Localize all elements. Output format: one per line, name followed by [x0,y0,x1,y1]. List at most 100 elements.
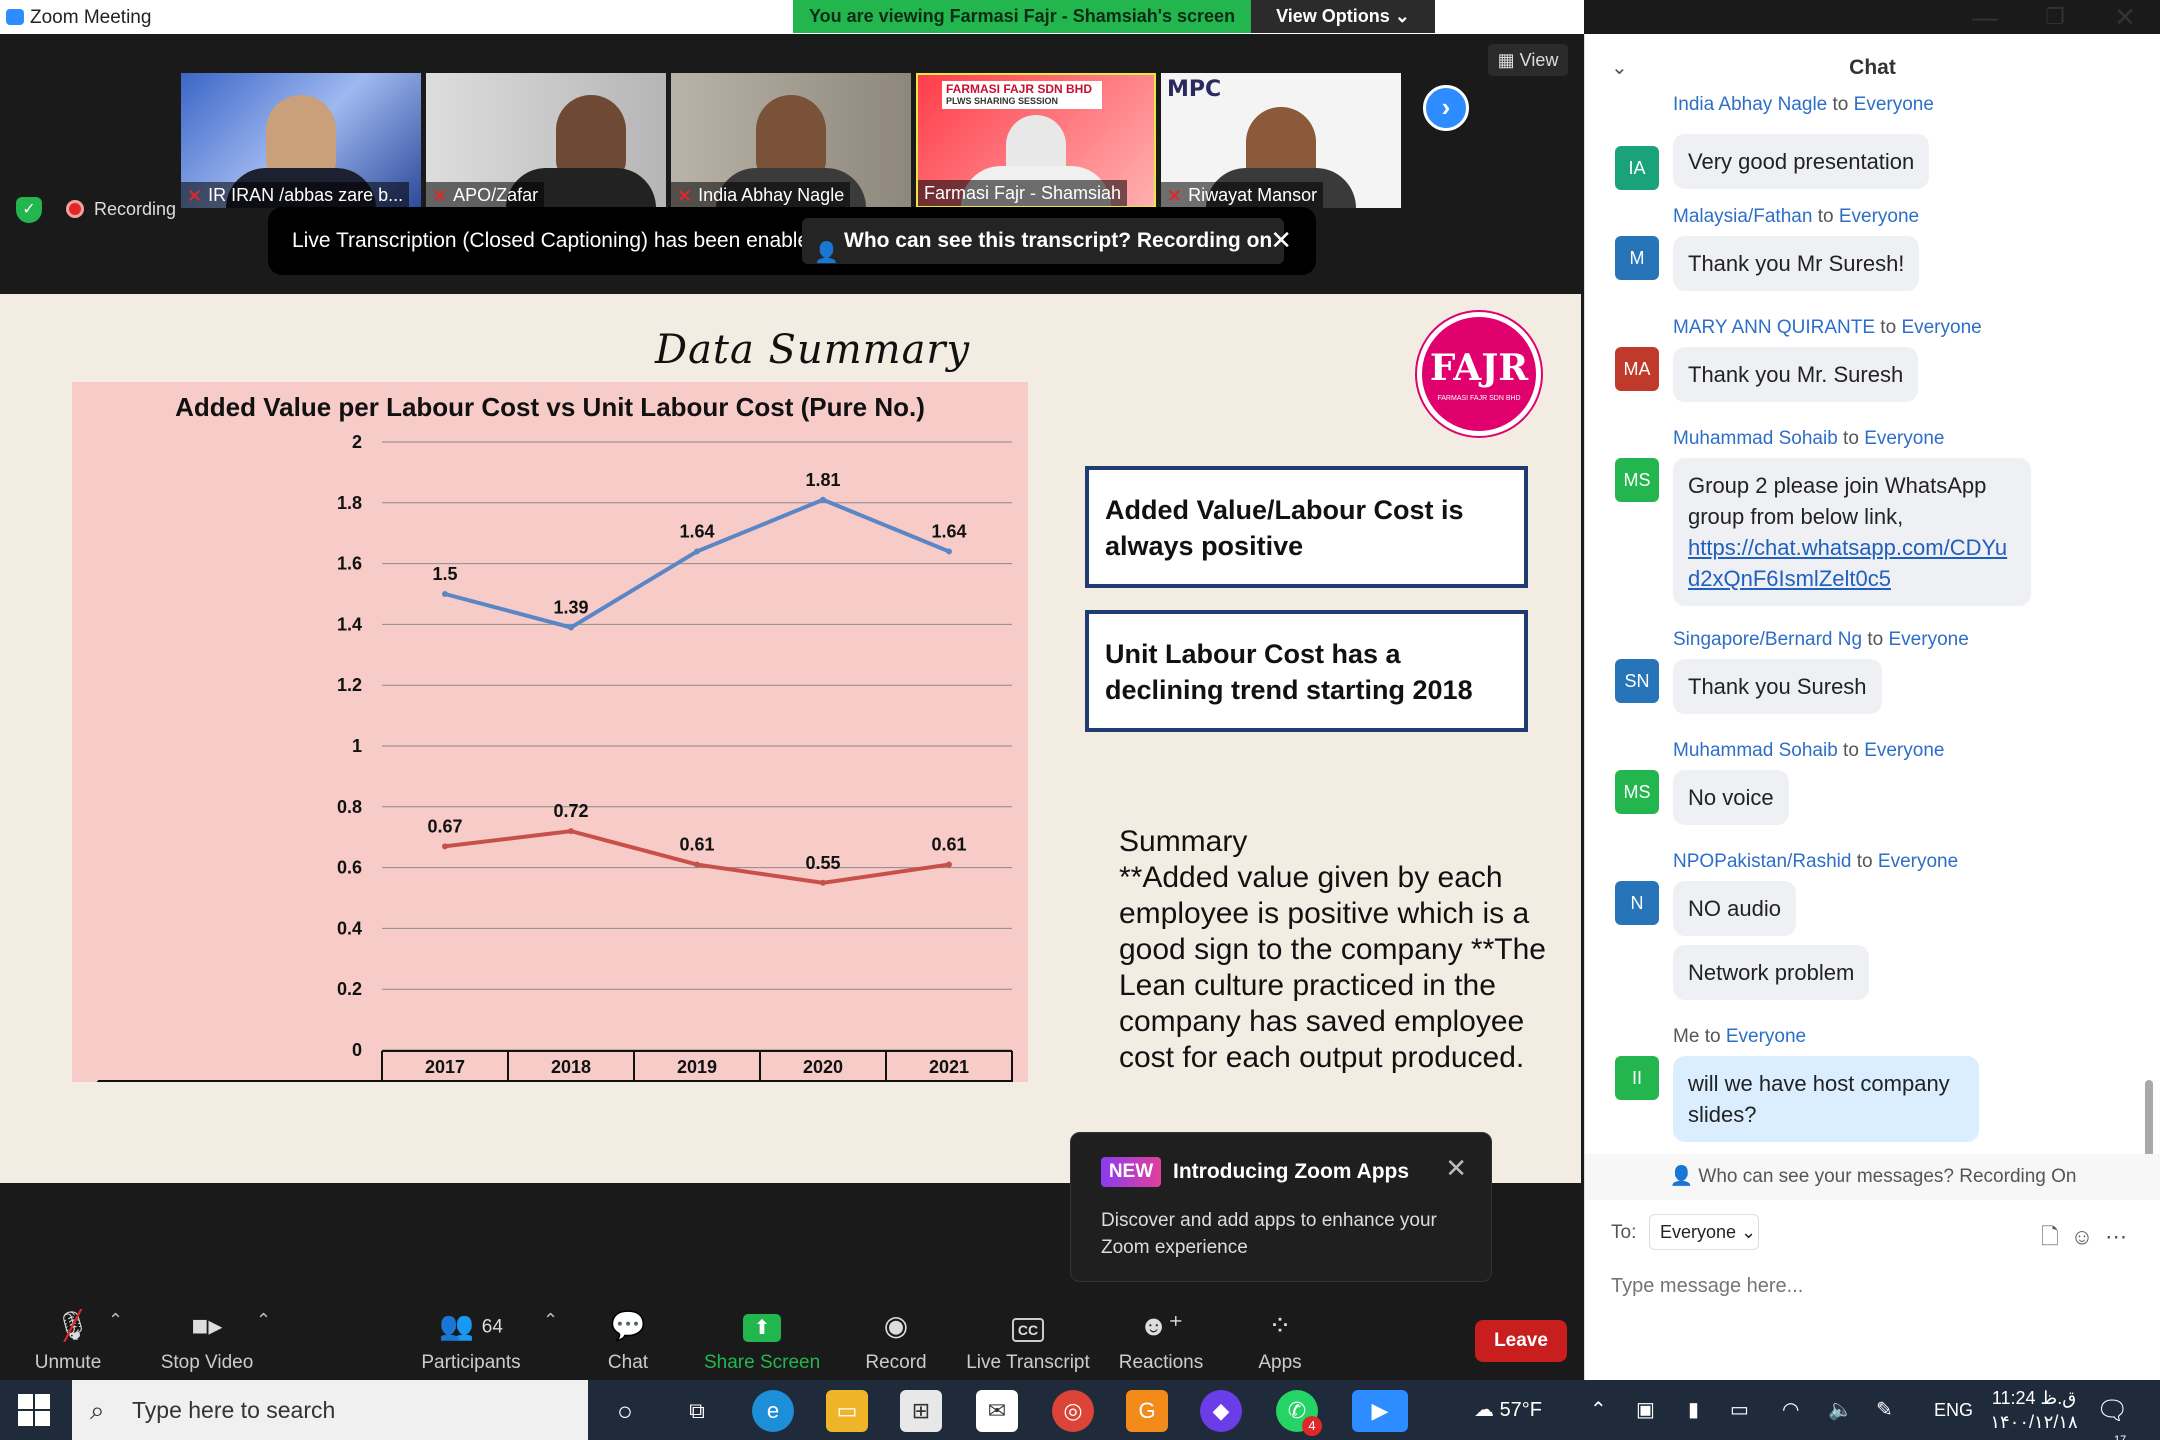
taskbar-search-box[interactable]: ⌕ Type here to search [72,1380,588,1440]
meeting-toolbar: 🎙╱ Unmute ⌃ ■▸ Stop Video ⌃ 👥 64 Partici… [0,1290,1584,1380]
video-options-caret[interactable]: ⌃ [256,1310,272,1330]
tile-name: Farmasi Fajr - Shamsiah [918,180,1128,206]
chat-button[interactable]: 💬 Chat [598,1306,658,1374]
task-view-icon[interactable]: ⧉ [689,1398,705,1423]
restore-button[interactable]: ❐ [2045,4,2065,29]
whatsapp-icon[interactable]: ✆ 4 [1276,1390,1322,1436]
paint-icon[interactable]: ◆ [1200,1390,1242,1432]
y-tick-label: 1 [352,736,362,756]
leave-button[interactable]: Leave [1475,1320,1567,1362]
to-label: To: [1611,1222,1637,1243]
data-label: 1.64 [931,521,966,541]
message-sender: India Abhay Nagle to Everyone [1673,94,1934,115]
emoji-icon[interactable]: ☺ [2070,1224,2106,1249]
participants-options-caret[interactable]: ⌃ [543,1310,559,1330]
data-label: 0.55 [805,853,840,873]
windows-taskbar: ⌕ Type here to search ○ ⧉ e ▭ ⊞ ✉ ◎ G ◆ ✆… [0,1380,2160,1440]
file-icon[interactable]: 🗋 [2041,1224,2071,1249]
data-point [442,591,448,597]
participants-button[interactable]: 👥 64 Participants [418,1306,524,1374]
reactions-button[interactable]: ☻⁺ Reactions [1116,1306,1206,1374]
apps-button[interactable]: ⁘ Apps [1250,1306,1310,1374]
tile-name: ⨯ APO/Zafar [426,182,545,208]
notifications-icon[interactable]: 🗨 17 [2096,1395,2130,1440]
recording-indicator[interactable]: Recording [58,193,188,225]
close-window-button[interactable]: ✕ [2114,2,2136,32]
store-icon[interactable]: ⊞ [900,1390,942,1432]
weather-widget[interactable]: ☁ 57°F [1474,1399,1543,1421]
category-label: 2020 [803,1057,843,1077]
category-label: 2019 [677,1057,717,1077]
encryption-shield-icon[interactable]: ✓ [16,197,42,223]
data-point [568,624,574,631]
participants-icon: 👥 64 [439,1310,503,1341]
chevron-up-icon[interactable]: ⌃ [1590,1399,1607,1421]
data-point [820,496,826,503]
stop-video-button[interactable]: ■▸ Stop Video [152,1306,262,1374]
edge-icon[interactable]: e [752,1390,794,1432]
app-g-icon[interactable]: G [1126,1390,1168,1432]
cloud-icon: ☁ [1474,1399,1500,1421]
y-tick-label: 0 [352,1040,362,1060]
windows-start-icon[interactable] [18,1394,50,1426]
wifi-icon[interactable]: ◠ [1782,1399,1800,1421]
close-icon[interactable]: ✕ [1270,225,1292,255]
chat-bubble-icon: 💬 [610,1310,646,1341]
volume-icon[interactable]: 🔈 [1828,1399,1853,1421]
chevron-down-icon[interactable]: ⌄ [1611,57,1628,79]
person-icon: 👤 [814,242,839,264]
avatar: MS [1615,458,1659,502]
video-tile-active-speaker[interactable]: FARMASI FAJR SDN BHD PLWS SHARING SESSIO… [916,73,1156,208]
message-bubble: NO audio [1673,881,1796,936]
message-bubble: Network problem [1673,945,1870,1000]
message-bubble: Group 2 please join WhatsApp group from … [1673,458,2031,606]
next-page-button[interactable]: › [1423,85,1469,131]
message-visibility-notice[interactable]: 👤 Who can see your messages? Recording O… [1585,1154,2160,1200]
file-explorer-icon[interactable]: ▭ [826,1390,868,1432]
video-tile[interactable]: ⨯ APO/Zafar [426,73,666,208]
fajr-logo: FAJR FARMASI FAJR SDN BHD [1417,312,1541,436]
video-tile[interactable]: ⨯ IR IRAN /abbas zare b... [181,73,421,208]
clock[interactable]: 11:24 ق.ظ ۱۴۰۰/۱۲/۱۸ [1990,1388,2078,1432]
message-sender: Muhammad Sohaib to Everyone [1673,740,1945,761]
y-tick-label: 1.6 [337,554,362,574]
zoom-taskbar-icon[interactable]: ▶ [1352,1390,1408,1432]
avatar: SN [1615,659,1659,703]
battery-icon[interactable]: ▭ [1730,1399,1749,1421]
meet-now-icon[interactable]: ▣ [1636,1399,1655,1421]
transcript-visibility-button[interactable]: 👤 Who can see this transcript? Recording … [802,218,1285,264]
view-button[interactable]: ▦ View [1488,44,1568,76]
chat-header: Chat [1849,56,1896,79]
message-sender: Malaysia/Fathan to Everyone [1673,206,1920,227]
pen-icon[interactable]: ✎ [1876,1399,1893,1421]
callout-declining: Unit Labour Cost has a declining trend s… [1085,610,1528,732]
share-screen-button[interactable]: ⬆ Share Screen [704,1306,820,1374]
video-tile[interactable]: MPC ⨯ Riwayat Mansor [1161,73,1401,208]
language-indicator[interactable]: ENG [1934,1400,1974,1420]
y-tick-label: 0.2 [337,979,362,999]
live-transcript-button[interactable]: CC Live Transcript [964,1306,1092,1374]
chrome-icon[interactable]: ◎ [1052,1390,1094,1432]
data-label: 1.81 [805,470,840,490]
data-point [568,828,574,835]
mail-icon[interactable]: ✉ [976,1390,1018,1432]
message-bubble: Thank you Mr Suresh! [1673,236,1920,291]
close-icon[interactable]: ✕ [1445,1153,1467,1183]
cortana-icon[interactable]: ○ [617,1396,633,1426]
message-bubble: Thank you Suresh [1673,659,1882,714]
y-tick-label: 0.4 [337,918,362,938]
chat-scrollbar[interactable] [2145,1080,2153,1192]
video-tile[interactable]: ⨯ India Abhay Nagle [671,73,911,208]
chat-message-input[interactable] [1611,1266,2131,1306]
recipient-select[interactable]: Everyone ⌄ [1649,1214,1759,1250]
usb-icon[interactable]: ▮ [1688,1399,1700,1421]
more-icon[interactable]: ⋯ [2105,1224,2140,1249]
minimize-button[interactable]: — [1972,2,1998,32]
audio-options-caret[interactable]: ⌃ [108,1310,124,1330]
whatsapp-link[interactable]: https://chat.whatsapp.com/CDYud2xQnF6Ism… [1688,535,2008,591]
record-button[interactable]: ◉ Record [858,1306,934,1374]
view-options-button[interactable]: View Options ⌄ [1251,0,1435,33]
unmute-button[interactable]: 🎙╱ Unmute [20,1306,116,1374]
message-bubble: No voice [1673,770,1789,825]
share-arrow-icon: ⬆ [704,1306,820,1346]
